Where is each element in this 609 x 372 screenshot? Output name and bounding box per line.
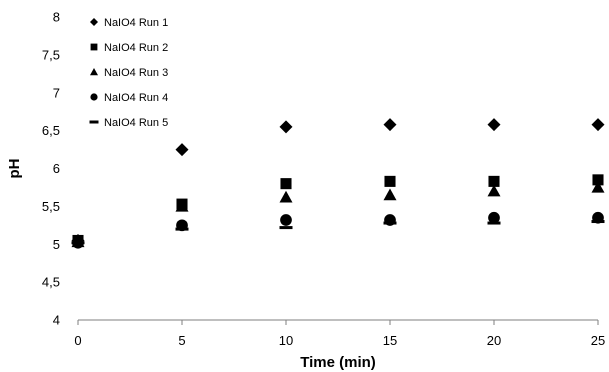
data-point-square bbox=[176, 198, 188, 210]
x-tick-label: 10 bbox=[279, 333, 293, 348]
x-tick-label: 0 bbox=[74, 333, 81, 348]
data-point-diamond bbox=[487, 118, 501, 132]
y-axis-title: pH bbox=[6, 159, 23, 179]
y-axis-ticks: 4 4,5 5 5,5 6 6,5 7 7,5 8 bbox=[42, 10, 60, 328]
y-tick-label: 6,5 bbox=[42, 123, 60, 138]
data-point-circle bbox=[384, 214, 396, 226]
x-axis-title: Time (min) bbox=[300, 354, 376, 371]
legend-marker-triangle bbox=[90, 68, 98, 76]
data-point-diamond bbox=[71, 233, 85, 247]
legend-marker-circle bbox=[90, 93, 98, 101]
data-point-circle bbox=[488, 211, 500, 224]
x-tick-label: 25 bbox=[591, 333, 605, 348]
legend-label: NaIO4 Run 5 bbox=[104, 117, 168, 129]
data-points bbox=[71, 118, 605, 249]
legend-marker-dash bbox=[89, 120, 99, 124]
y-tick-label: 7 bbox=[53, 85, 60, 100]
y-tick-label: 4,5 bbox=[42, 275, 60, 290]
y-tick-label: 4 bbox=[53, 313, 60, 328]
legend-label: NaIO4 Run 3 bbox=[104, 67, 168, 79]
x-tick-label: 15 bbox=[383, 333, 397, 348]
data-point-circle bbox=[176, 219, 188, 232]
data-point-triangle bbox=[383, 188, 397, 201]
y-tick-label: 5,5 bbox=[42, 199, 60, 214]
legend-marker-diamond bbox=[90, 18, 98, 26]
data-point-diamond bbox=[591, 118, 605, 132]
data-point-square bbox=[384, 175, 396, 187]
x-tick-label: 5 bbox=[178, 333, 185, 348]
data-point-triangle bbox=[591, 180, 605, 193]
legend-item: NaIO4 Run 2 bbox=[90, 42, 168, 54]
legend-label: NaIO4 Run 4 bbox=[104, 92, 168, 104]
data-point-diamond bbox=[383, 118, 397, 132]
data-point-square bbox=[592, 174, 604, 186]
y-tick-label: 5 bbox=[53, 237, 60, 252]
x-tick-label: 20 bbox=[487, 333, 501, 348]
data-point-diamond bbox=[279, 120, 293, 134]
data-point-square bbox=[280, 178, 292, 190]
data-point-circle bbox=[280, 214, 292, 226]
legend-item: NaIO4 Run 3 bbox=[90, 67, 168, 79]
legend-marker-square bbox=[90, 43, 98, 51]
x-axis-ticks: 0 5 10 15 20 25 bbox=[74, 320, 605, 348]
data-point-dash bbox=[279, 226, 293, 230]
y-tick-label: 7,5 bbox=[42, 47, 60, 62]
data-point-circle bbox=[592, 211, 604, 224]
legend-item: NaIO4 Run 5 bbox=[89, 117, 168, 129]
legend-label: NaIO4 Run 1 bbox=[104, 17, 168, 29]
data-point-triangle bbox=[279, 190, 293, 203]
y-tick-label: 6 bbox=[53, 161, 60, 176]
legend-item: NaIO4 Run 1 bbox=[90, 17, 168, 29]
data-point-triangle bbox=[487, 184, 501, 197]
data-point-square bbox=[488, 175, 500, 187]
legend-label: NaIO4 Run 2 bbox=[104, 42, 168, 54]
legend-item: NaIO4 Run 4 bbox=[90, 92, 168, 104]
y-tick-label: 8 bbox=[53, 10, 60, 25]
data-point-diamond bbox=[175, 143, 189, 157]
legend: NaIO4 Run 1 NaIO4 Run 2 NaIO4 Run 3 NaIO4 R… bbox=[89, 17, 168, 129]
